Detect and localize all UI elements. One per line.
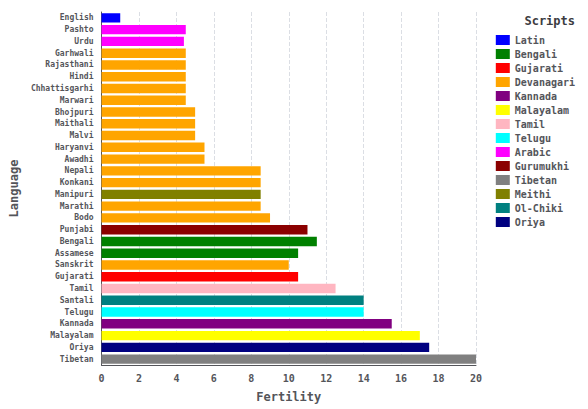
- svg-text:Bodo: Bodo: [74, 213, 93, 222]
- svg-text:Assamese: Assamese: [55, 249, 94, 258]
- svg-text:Chhattisgarhi: Chhattisgarhi: [31, 83, 94, 93]
- svg-text:Tamil: Tamil: [69, 283, 93, 293]
- svg-text:Urdu: Urdu: [74, 37, 93, 46]
- svg-text:Awadhi: Awadhi: [65, 154, 94, 164]
- svg-text:Telugu: Telugu: [515, 133, 551, 144]
- svg-text:Gurumukhi: Gurumukhi: [515, 161, 569, 172]
- svg-text:10: 10: [283, 373, 295, 384]
- svg-text:Latin: Latin: [515, 35, 545, 46]
- svg-text:Pashto: Pashto: [65, 25, 94, 34]
- svg-text:Devanagari: Devanagari: [515, 77, 575, 88]
- svg-text:Bhojpuri: Bhojpuri: [55, 107, 94, 117]
- svg-text:Hindi: Hindi: [69, 71, 93, 81]
- svg-text:Rajasthani: Rajasthani: [45, 59, 93, 69]
- svg-text:12: 12: [320, 373, 332, 384]
- svg-text:Kannada: Kannada: [515, 91, 557, 102]
- svg-text:Sanskrit: Sanskrit: [55, 259, 94, 269]
- svg-text:Tibetan: Tibetan: [515, 175, 557, 186]
- svg-text:0: 0: [98, 373, 104, 384]
- svg-text:Punjabi: Punjabi: [60, 224, 94, 234]
- svg-text:2: 2: [136, 373, 142, 384]
- svg-text:Fertility: Fertility: [256, 390, 321, 404]
- svg-text:Manipuri: Manipuri: [55, 189, 94, 199]
- svg-text:Garhwali: Garhwali: [55, 48, 94, 58]
- svg-text:Arabic: Arabic: [515, 147, 551, 158]
- svg-text:Marwari: Marwari: [60, 95, 94, 105]
- svg-text:Scripts: Scripts: [524, 14, 575, 28]
- svg-text:Bengali: Bengali: [515, 49, 557, 60]
- svg-text:Meithi: Meithi: [515, 189, 551, 200]
- svg-text:20: 20: [470, 373, 482, 384]
- svg-text:4: 4: [173, 373, 179, 384]
- svg-text:Haryanvi: Haryanvi: [55, 142, 94, 152]
- svg-text:Malayalam: Malayalam: [50, 331, 94, 340]
- svg-text:6: 6: [211, 373, 217, 384]
- svg-text:Language: Language: [7, 160, 21, 218]
- svg-text:Telugu: Telugu: [65, 308, 94, 317]
- svg-text:Tibetan: Tibetan: [60, 354, 94, 364]
- svg-text:8: 8: [248, 373, 254, 384]
- svg-text:Kannada: Kannada: [60, 319, 94, 328]
- svg-text:English: English: [60, 12, 94, 22]
- svg-text:Ol-Chiki: Ol-Chiki: [515, 203, 563, 214]
- svg-text:Malayalam: Malayalam: [515, 105, 569, 116]
- svg-text:Tamil: Tamil: [515, 119, 545, 130]
- svg-text:16: 16: [395, 373, 407, 384]
- svg-text:Gujarati: Gujarati: [515, 63, 563, 74]
- svg-text:Konkani: Konkani: [60, 177, 94, 187]
- svg-text:Bengali: Bengali: [60, 236, 94, 246]
- svg-text:18: 18: [433, 373, 445, 384]
- svg-text:14: 14: [358, 373, 370, 384]
- svg-text:Malvi: Malvi: [69, 130, 93, 140]
- svg-text:Marathi: Marathi: [60, 201, 94, 211]
- svg-text:Oriya: Oriya: [515, 217, 545, 228]
- svg-text:Oriya: Oriya: [69, 342, 93, 352]
- svg-text:Nepali: Nepali: [65, 165, 94, 175]
- svg-text:Santali: Santali: [60, 295, 94, 305]
- svg-text:Maithali: Maithali: [55, 118, 94, 128]
- svg-text:Gujarati: Gujarati: [55, 271, 94, 281]
